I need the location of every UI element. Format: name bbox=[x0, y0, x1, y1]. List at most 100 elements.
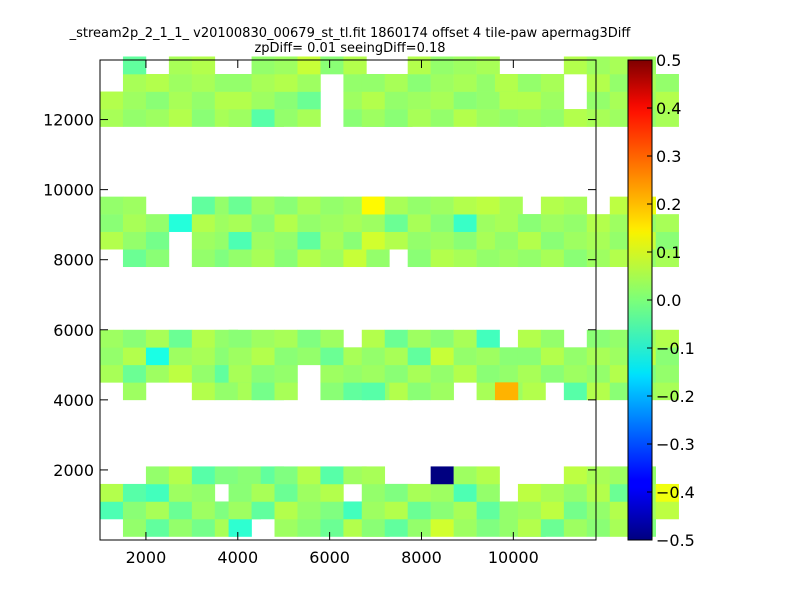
heatmap-cell bbox=[191, 249, 216, 268]
heatmap-cell bbox=[384, 196, 408, 215]
heatmap-cell bbox=[122, 518, 147, 537]
heatmap-cell bbox=[191, 501, 216, 520]
heatmap-cell bbox=[655, 483, 679, 502]
heatmap-cell bbox=[274, 382, 298, 401]
y-tick-label: 8000 bbox=[53, 251, 94, 270]
chart-title-line1: _stream2p_2_1_1_ v20100830_00679_st_tl.f… bbox=[69, 26, 631, 41]
heatmap-cell bbox=[540, 347, 565, 366]
heatmap-cell bbox=[384, 483, 408, 502]
heatmap-cell bbox=[517, 231, 542, 250]
heatmap-cell bbox=[563, 364, 588, 383]
heatmap-cell bbox=[145, 466, 170, 485]
heatmap-cell bbox=[100, 364, 124, 383]
heatmap-cell bbox=[100, 501, 124, 520]
heatmap-cell bbox=[586, 91, 611, 110]
heatmap-cell bbox=[343, 231, 367, 250]
heatmap-cell bbox=[494, 382, 519, 401]
heatmap-cell bbox=[540, 249, 565, 268]
heatmap-cell bbox=[453, 364, 477, 383]
colorbar-tick-label: 0.2 bbox=[656, 195, 681, 214]
heatmap-cell bbox=[361, 483, 386, 502]
x-tick-label: 8000 bbox=[401, 548, 442, 567]
heatmap-cell bbox=[609, 109, 634, 127]
heatmap-cell bbox=[655, 109, 679, 127]
heatmap-cell bbox=[343, 214, 367, 232]
heatmap-cell bbox=[251, 214, 275, 232]
heatmap-cell bbox=[343, 109, 367, 127]
heatmap-cell bbox=[251, 347, 275, 366]
heatmap-cell bbox=[517, 329, 542, 348]
heatmap-cell bbox=[586, 109, 611, 127]
heatmap-cell bbox=[251, 56, 275, 75]
heatmap-cell bbox=[168, 347, 193, 366]
heatmap-cell bbox=[191, 214, 216, 232]
heatmap-cell bbox=[384, 91, 408, 110]
heatmap-cell bbox=[655, 91, 679, 110]
heatmap-cell bbox=[430, 501, 454, 520]
heatmap-cell bbox=[228, 483, 252, 502]
heatmap-cell bbox=[517, 483, 542, 502]
heatmap-cell bbox=[191, 91, 216, 110]
plot-frame bbox=[99, 59, 597, 541]
heatmap-cell bbox=[191, 347, 216, 366]
heatmap-cell bbox=[499, 249, 523, 268]
heatmap-cell bbox=[228, 501, 252, 520]
colorbar-tick-label: 0.4 bbox=[656, 99, 681, 118]
heatmap-cell bbox=[191, 74, 216, 92]
heatmap-cell bbox=[145, 91, 170, 110]
heatmap-cell bbox=[274, 466, 298, 485]
heatmap-cell bbox=[100, 214, 124, 232]
heatmap-cell bbox=[251, 483, 275, 502]
heatmap-cell bbox=[540, 196, 565, 215]
colorbar-tick-label: 0.5 bbox=[656, 51, 681, 70]
heatmap-cell bbox=[361, 74, 386, 92]
heatmap-cell bbox=[517, 518, 542, 537]
heatmap-cell bbox=[609, 347, 634, 366]
heatmap-cell bbox=[361, 382, 386, 401]
heatmap-cell bbox=[343, 249, 367, 268]
heatmap-cell bbox=[168, 56, 193, 75]
heatmap-cell bbox=[214, 382, 239, 401]
heatmap-cell bbox=[320, 364, 344, 383]
heatmap-cell bbox=[407, 231, 431, 250]
heatmap-cell bbox=[586, 56, 611, 75]
heatmap-cell bbox=[297, 56, 321, 75]
heatmap-cell bbox=[145, 329, 170, 348]
heatmap-cell bbox=[320, 56, 344, 75]
heatmap-cell bbox=[430, 249, 454, 268]
heatmap-cell bbox=[320, 231, 344, 250]
heatmap-cell bbox=[407, 109, 431, 127]
heatmap-cell bbox=[540, 109, 565, 127]
heatmap-cell bbox=[517, 214, 542, 232]
heatmap-cell bbox=[168, 518, 193, 537]
heatmap-cell bbox=[517, 364, 542, 383]
heatmap-cell bbox=[494, 231, 519, 250]
heatmap-cell bbox=[384, 74, 408, 92]
heatmap-cell bbox=[168, 74, 193, 92]
heatmap-cell bbox=[476, 249, 500, 268]
heatmap-cell bbox=[586, 231, 611, 250]
heatmap-cell bbox=[540, 91, 565, 110]
heatmap-cell bbox=[476, 483, 500, 502]
heatmap-cell bbox=[476, 329, 500, 348]
heatmap-cell bbox=[586, 364, 611, 383]
heatmap-cell bbox=[320, 329, 344, 348]
y-tick-label: 2000 bbox=[53, 461, 94, 480]
heatmap-cell bbox=[191, 329, 216, 348]
heatmap-cell bbox=[517, 74, 542, 92]
heatmap-cell bbox=[168, 329, 193, 348]
heatmap-cell bbox=[407, 249, 431, 268]
heatmap-cell bbox=[453, 214, 477, 232]
heatmap-cell bbox=[430, 329, 454, 348]
heatmap-cell bbox=[384, 501, 408, 520]
x-axis-tick-labels: 2000 4000 6000 8000 10000 bbox=[126, 548, 539, 567]
heatmap-cell bbox=[191, 483, 216, 502]
heatmap-cell bbox=[453, 196, 477, 215]
heatmap-cell bbox=[320, 214, 344, 232]
heatmap-cell bbox=[361, 196, 386, 215]
heatmap-cell bbox=[122, 329, 147, 348]
heatmap-cell bbox=[122, 109, 147, 127]
heatmap-cell bbox=[453, 329, 477, 348]
heatmap-cell bbox=[228, 214, 252, 232]
heatmap-cell bbox=[145, 249, 170, 268]
